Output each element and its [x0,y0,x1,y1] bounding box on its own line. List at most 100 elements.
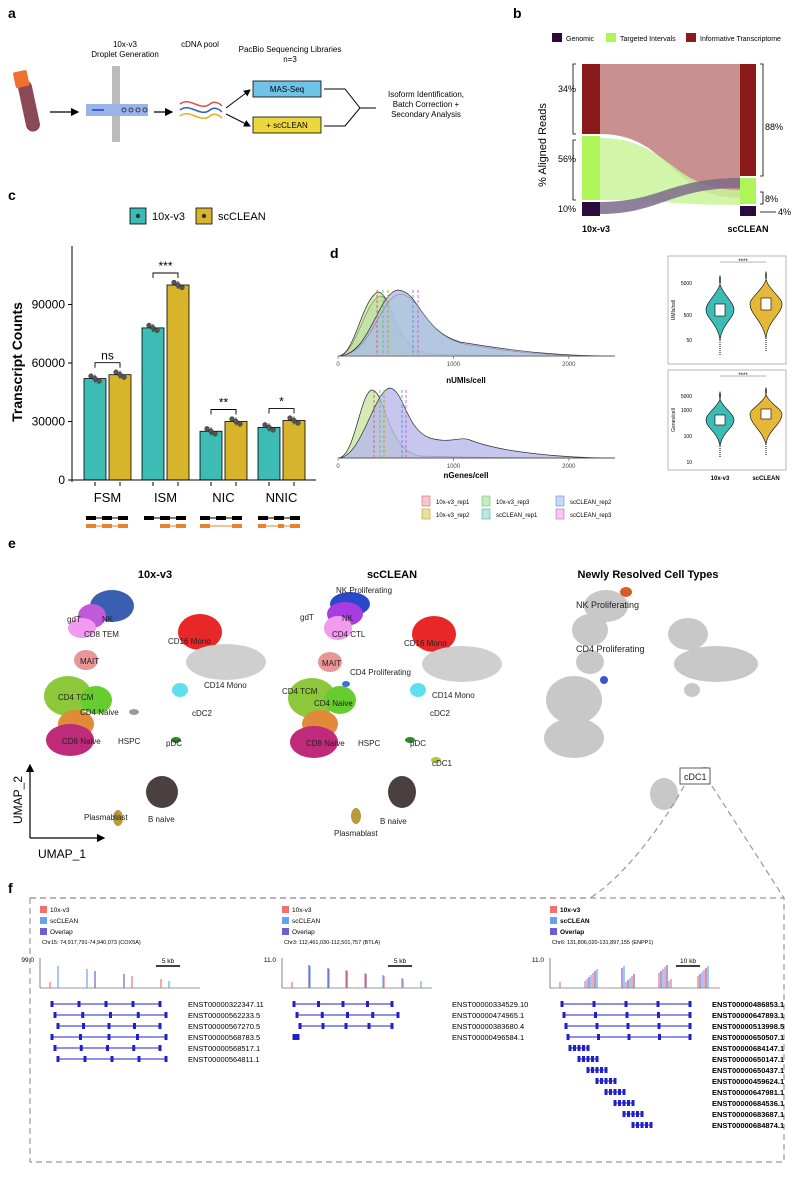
pct-right-genomic: 4% [778,207,791,217]
microfluidic-chip-icon [86,66,148,142]
transcript-id: ENST00000567270.5 [188,1022,260,1031]
transcript-id: ENST00000334529.10 [452,1000,528,1009]
exon [591,1067,594,1073]
transcript-id: ENST00000647981.1 [712,1088,784,1097]
f-legend-swatch [282,928,289,935]
legend-10x-rep2: 10x-v3_rep2 [436,513,470,519]
violin-bottom-tick-5000: 5000 [681,394,692,400]
replicate-point [113,369,119,375]
exon [636,1111,639,1117]
panel-letter-b: b [513,5,522,21]
umap1-label: UMAP_1 [38,847,86,861]
exon [320,1012,324,1018]
exon [137,1056,141,1062]
track-1: 10x-v3 scCLEAN Overlap Chr15: 74,917,791-74… [21,906,264,1064]
f-legend-label: Overlap [292,929,315,936]
legend-scclean-dot [201,213,207,219]
iso-line1: Isoform Identification, [388,90,464,99]
panel-c-yticks: 0 30000 60000 90000 [32,298,72,487]
replicate-point [117,372,123,378]
exon [344,1023,348,1029]
f-legend-label: scCLEAN [292,918,320,925]
exon [371,1012,375,1018]
bar-ism-scclean [166,284,190,481]
f-legend-label: Overlap [50,929,73,936]
f-locus: Chr6: 131,806,020-131,897,155 (ENPP1) [552,940,653,946]
exon [560,1001,564,1007]
exon [79,1034,82,1040]
exon [604,1089,608,1095]
exon [390,1023,394,1029]
panel-c-categories: FSM ISM NIC NNIC [72,479,316,505]
legend-targeted: Targeted Intervals [620,36,676,43]
exon [164,1056,168,1062]
exon [562,1012,566,1018]
sig-bracket [94,362,121,368]
legend-scclean-rep1: scCLEAN_rep1 [496,513,538,519]
transcript-id: ENST00000562233.5 [188,1011,260,1020]
bar-nnic-10x-v3 [257,426,281,481]
d-xtick-label: 2000 [562,464,576,470]
panel-letter-e: e [8,535,16,551]
c-ytick-label: 90000 [32,298,66,312]
arrow-3 [225,89,251,109]
panel-c: c 10x-v3 scCLEAN Transcript Counts 0 3000… [8,187,316,528]
exon [586,1056,590,1062]
panel-letter-f: f [8,880,13,896]
bar-fsm-scclean [108,374,132,481]
exon [367,1023,371,1029]
exon [164,1012,168,1018]
density-bottom-scclean [337,387,616,459]
f-legend-swatch [40,917,47,924]
transcript-id: ENST00000496584.1 [452,1033,524,1042]
density-bottom [337,387,616,459]
exon [346,1012,349,1018]
transcript-id: ENST00000650507.1 [712,1033,784,1042]
d-xtick-label: 1000 [447,464,461,470]
replicate-point [175,282,181,288]
exon [688,1012,692,1018]
sig-label-nic: ** [219,396,229,410]
label-10x-mait: MAIT [80,657,99,666]
pct-right-targeted: 8% [765,194,778,204]
label-sc-cd4naive: CD4 Naive [314,699,353,708]
exon [618,1100,621,1106]
legend-targeted-swatch [606,33,616,42]
label-sc-cdc2: cDC2 [430,709,451,718]
transcript-id: ENST00000564811.1 [188,1055,260,1064]
d-xtick-label: 2000 [562,362,576,368]
replicate-point [229,416,235,422]
f-legend-swatch [282,906,289,913]
exon [631,1122,635,1128]
density-top-xlabel: nUMIs/cell [446,376,486,385]
label-new-cd4prolif: CD4 Proliferating [576,644,645,654]
bar-right-genomic [740,206,756,216]
bar-fsm-10x-v3 [83,378,107,481]
umap-scclean: NK Proliferating NK gdT CD4 CTL CD16 Mon… [282,586,502,838]
label-10x-cd14mono: CD14 Mono [204,681,247,690]
category-ism: ISM [154,490,177,505]
exon [631,1111,635,1117]
violin-bottom-tick-1000: 1000 [681,408,692,414]
exon [640,1111,644,1117]
exon [688,1023,692,1029]
c-ytick-label: 60000 [32,356,66,370]
exon [688,1034,692,1040]
violin-top-tick-500: 500 [684,313,693,319]
exon [597,1034,600,1040]
scclean-box [252,116,322,134]
exon [582,1045,585,1051]
umap-10x: NK gdT CD8 TEM MAIT CD16 Mono CD14 Mono … [44,590,266,826]
label-new-cdc1: cDC1 [684,772,707,782]
exon [627,1034,631,1040]
replicate-point [179,284,185,291]
exon [645,1122,648,1128]
bar-left-targeted [582,136,600,200]
exon [390,1001,394,1007]
exon [81,1012,85,1018]
exon [631,1100,635,1106]
label-10x-nk: NK [102,615,114,624]
exon [658,1034,661,1040]
exon [577,1056,581,1062]
f-legend-swatch [282,917,289,924]
